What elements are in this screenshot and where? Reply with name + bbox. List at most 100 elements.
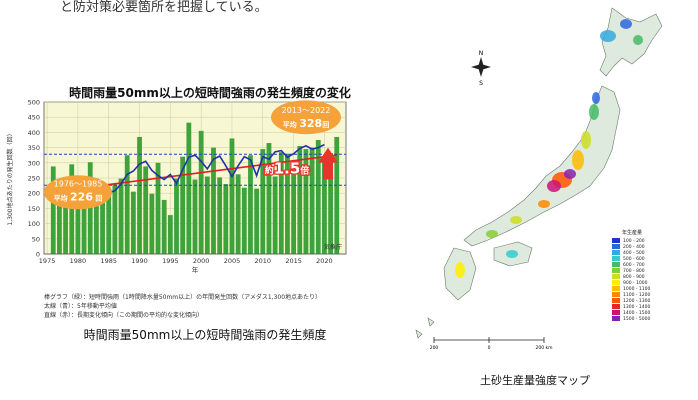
x-tick-label: 2020 bbox=[316, 257, 333, 265]
chart-notes: 棒グラフ（緑）：短時間強雨（1時間降水量50mm以上）の年間発生回数（アメダス1… bbox=[44, 293, 321, 320]
bar bbox=[186, 122, 192, 254]
bar bbox=[124, 155, 130, 254]
y-tick-label: 150 bbox=[28, 205, 40, 213]
intensity-patch bbox=[506, 250, 518, 258]
intensity-patch bbox=[486, 230, 498, 238]
bar bbox=[198, 130, 204, 254]
y-tick-label: 50 bbox=[32, 235, 40, 243]
legend-swatch bbox=[612, 250, 620, 255]
intensity-patch bbox=[600, 30, 616, 42]
bar bbox=[63, 194, 68, 254]
intensity-patch bbox=[510, 216, 522, 224]
legend-swatch bbox=[612, 310, 620, 315]
y-tick-label: 0 bbox=[36, 251, 40, 259]
intensity-patch bbox=[564, 169, 576, 179]
ratio-suffix: 倍 bbox=[300, 164, 309, 176]
x-tick-label: 1990 bbox=[131, 257, 148, 265]
island bbox=[427, 317, 435, 327]
bar bbox=[248, 155, 253, 254]
legend-label: 600 - 700 bbox=[623, 262, 645, 268]
y-tick-label: 350 bbox=[28, 144, 40, 152]
late-average-label: 平均 328回 bbox=[283, 117, 329, 130]
bar bbox=[180, 156, 186, 254]
bar bbox=[235, 174, 241, 254]
legend-swatch bbox=[612, 268, 620, 273]
legend-label: 400 - 500 bbox=[623, 250, 645, 256]
bar bbox=[285, 153, 290, 254]
early-average-prefix: 平均 bbox=[54, 193, 70, 202]
bar bbox=[278, 152, 284, 254]
early-average-unit: 回 bbox=[93, 193, 102, 202]
bar bbox=[334, 136, 340, 254]
bar bbox=[241, 187, 247, 254]
x-tick-label: 2000 bbox=[193, 257, 210, 265]
legend-label: 200 - 400 bbox=[623, 244, 645, 250]
x-tick-label: 2005 bbox=[224, 257, 241, 265]
bar bbox=[260, 149, 266, 254]
bar bbox=[130, 191, 136, 254]
honshu bbox=[463, 85, 621, 247]
legend-label: 100 - 200 bbox=[623, 238, 645, 244]
scale-label: 0 bbox=[488, 345, 491, 351]
late-average-value: 328 bbox=[299, 117, 322, 130]
intensity-patch bbox=[592, 92, 600, 104]
early-average-value: 226 bbox=[70, 190, 93, 203]
bar bbox=[266, 143, 272, 254]
ratio-value: 1.5 bbox=[274, 159, 301, 177]
intro-text: と防対策必要箇所を把握している。 bbox=[60, 0, 268, 15]
late-period-bubble bbox=[271, 100, 341, 135]
source-label: 気象庁 bbox=[324, 243, 342, 251]
intensity-patch bbox=[633, 35, 643, 45]
late-average-unit: 回 bbox=[322, 120, 329, 129]
intensity-patch bbox=[572, 150, 584, 170]
y-tick-label: 500 bbox=[28, 99, 40, 107]
bar bbox=[322, 158, 327, 254]
bar bbox=[75, 185, 81, 254]
legend-swatch bbox=[612, 274, 620, 279]
bar bbox=[217, 177, 223, 254]
note-trend: 直線（赤）：長期変化傾向（この期間の平均的な変化傾向） bbox=[44, 312, 204, 319]
y-tick-label: 300 bbox=[28, 159, 40, 167]
bar bbox=[315, 140, 321, 254]
y-tick-label: 250 bbox=[28, 175, 40, 183]
legend-swatch bbox=[612, 262, 620, 267]
x-tick-label: 1985 bbox=[100, 257, 117, 265]
legend-swatch bbox=[612, 304, 620, 309]
legend-label: 1300 - 1400 bbox=[623, 304, 651, 310]
ratio-label: 約1.5倍 bbox=[265, 159, 310, 177]
y-tick-label: 450 bbox=[28, 114, 40, 122]
legend-label: 800 - 900 bbox=[623, 274, 645, 280]
legend-swatch bbox=[612, 286, 620, 291]
scale-label: 200 bbox=[430, 345, 439, 351]
late-period-label: 2013〜2022 bbox=[282, 106, 331, 115]
bar bbox=[137, 136, 142, 254]
bar bbox=[100, 199, 105, 254]
legend-swatch bbox=[612, 238, 620, 243]
bar bbox=[211, 147, 216, 254]
bar bbox=[149, 193, 155, 254]
bar bbox=[272, 176, 278, 254]
bar bbox=[204, 176, 210, 254]
y-tick-label: 200 bbox=[28, 190, 40, 198]
bar bbox=[192, 179, 198, 254]
legend-label: 500 - 600 bbox=[623, 256, 645, 262]
intensity-patch bbox=[589, 104, 599, 120]
legend-swatch bbox=[612, 298, 620, 303]
legend-label: 1000 - 1100 bbox=[623, 286, 651, 292]
bar bbox=[106, 194, 112, 254]
early-average-label: 平均 226 回 bbox=[54, 190, 103, 203]
intensity-patch bbox=[581, 131, 591, 149]
bar bbox=[118, 178, 124, 254]
compass-cross bbox=[471, 64, 491, 70]
legend-swatch bbox=[612, 280, 620, 285]
y-tick-label: 400 bbox=[28, 129, 40, 137]
legend-swatch bbox=[612, 292, 620, 297]
legend-swatch bbox=[612, 244, 620, 249]
bar bbox=[328, 153, 333, 254]
compass-north: N bbox=[479, 50, 484, 57]
increase-arrow bbox=[318, 147, 338, 180]
bar bbox=[155, 162, 161, 254]
chart-caption: 時間雨量50mm以上の短時間強雨の発生頻度 bbox=[83, 328, 327, 342]
legend-label: 1500 - 5000 bbox=[623, 316, 651, 322]
